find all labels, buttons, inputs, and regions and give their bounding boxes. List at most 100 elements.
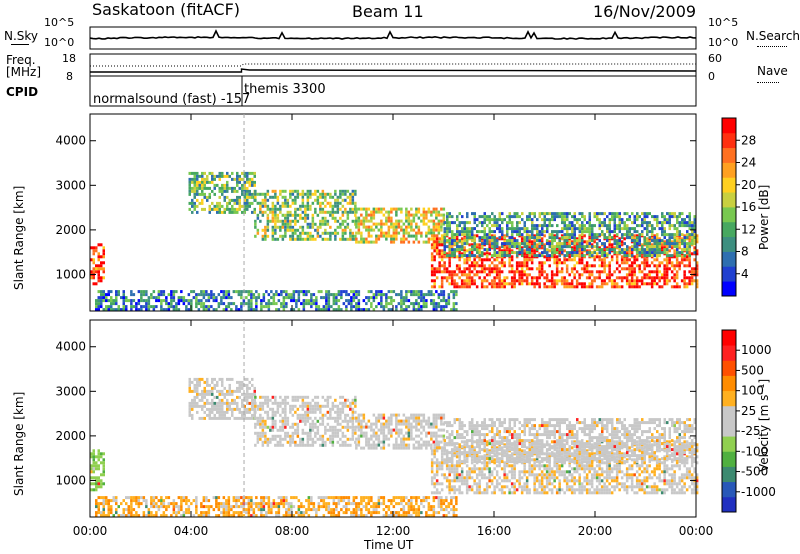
velocity-cell [172,511,176,515]
power-cell [327,293,331,297]
power-cell [452,302,456,306]
power-cell [250,299,253,303]
velocity-cell [279,428,282,432]
power-cell [132,293,136,297]
power-cell [167,302,171,306]
velocity-cell [228,392,231,396]
power-cell [286,219,290,223]
velocity-cell [437,502,441,506]
power-cell [322,305,326,309]
velocity-cell [370,514,373,518]
power-cell [315,308,318,312]
power-cell [468,270,471,274]
power-cell [412,228,416,232]
velocity-cell [279,395,282,399]
power-cell [420,213,423,217]
velocity-cell [237,514,241,518]
power-cell [576,239,579,243]
power-cell [510,270,514,274]
power-cell [671,233,674,237]
velocity-cell [259,434,262,438]
power-cell [286,225,290,229]
power-cell [508,261,511,265]
power-cell [261,198,265,202]
power-cell [630,273,634,277]
power-cell [222,293,226,297]
power-cell [528,218,531,222]
power-cell [511,251,514,255]
power-cell [540,261,544,265]
power-cell [615,276,619,280]
velocity-cell [254,401,257,405]
power-cell [221,189,224,193]
power-cell [520,240,524,244]
velocity-cell [231,401,234,405]
velocity-cell [150,499,153,503]
power-cell [321,195,325,199]
power-cell [385,231,388,235]
power-cell [520,279,524,283]
power-cell [145,308,148,312]
power-cell [583,254,586,258]
power-cell [638,224,641,228]
power-cell [344,207,347,211]
velocity-cell [355,508,358,512]
power-cell [523,236,526,240]
velocity-cell [200,511,203,515]
velocity-cell [277,514,281,518]
power-cell [541,230,544,234]
power-cell [314,192,317,196]
power-cell [226,207,229,211]
power-cell [435,302,438,306]
velocity-cell [299,440,302,444]
power-cell [302,290,306,294]
power-cell [598,212,601,216]
power-cell [523,252,526,256]
power-cell [292,290,296,294]
power-cell [663,221,666,225]
power-cell [324,204,327,208]
power-cell [324,198,327,202]
power-cell [433,237,436,241]
power-cell [603,279,606,283]
velocity-cell [301,428,305,432]
power-cell [382,305,386,309]
power-cell [551,224,554,228]
power-cell [90,270,93,274]
power-cell [305,302,308,306]
power-cell [625,276,629,280]
power-cell [290,296,293,300]
power-cell [480,270,484,274]
power-cell [382,222,386,226]
velocity-cell [207,514,211,518]
power-cell [97,264,100,268]
power-cell [314,198,317,202]
power-cell [515,264,519,268]
velocity-cell [135,499,138,503]
power-cell [196,198,199,202]
power-cell [435,237,439,241]
power-cell [640,270,644,274]
velocity-cell [92,449,95,453]
power-cell [545,276,549,280]
velocity-cell [241,383,244,387]
power-cell [212,293,216,297]
power-cell [688,264,691,268]
power-cell [576,221,579,225]
power-cell [412,213,416,217]
power-cell [115,299,118,303]
power-cell [407,290,411,294]
power-cell [568,285,571,289]
power-cell [598,276,601,280]
velocity-cell [261,419,265,423]
power-cell [563,221,566,225]
power-cell [274,222,277,226]
velocity-cell [452,496,456,500]
power-cell [465,282,469,286]
velocity-cell [284,437,287,441]
power-cell [351,192,355,196]
power-cell [276,201,280,205]
velocity-cell [304,413,307,417]
power-cell [480,279,484,283]
velocity-cell [240,514,243,518]
